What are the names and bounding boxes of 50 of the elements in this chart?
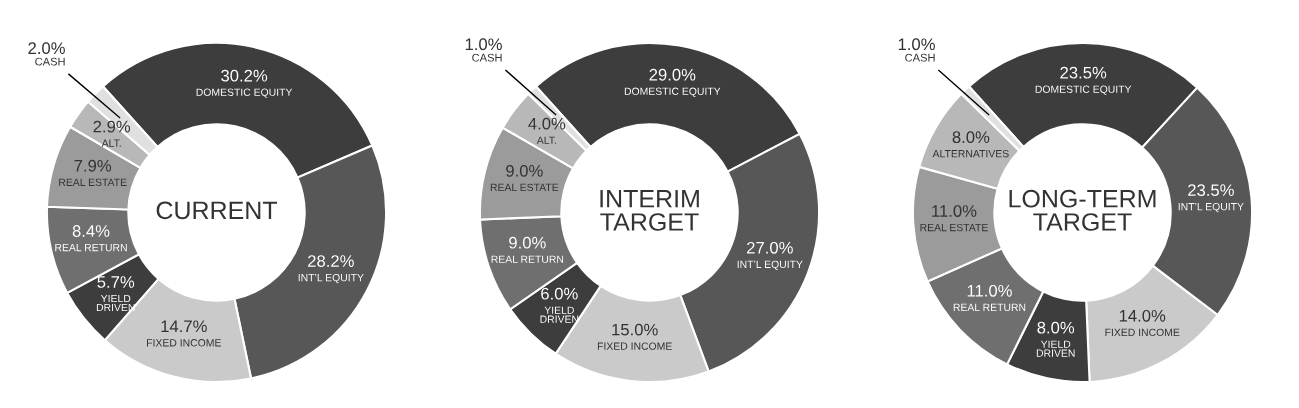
slice-label: REAL RETURN: [953, 303, 1026, 312]
data-label: 23.5%: [1060, 66, 1107, 79]
data-label: 2.0%: [28, 42, 65, 55]
data-label: 7.9%: [74, 159, 112, 172]
data-label: 23.5%: [1188, 184, 1234, 197]
slice-label: REAL RETURN: [491, 255, 564, 263]
slice-label: FIXED INCOME: [147, 339, 221, 347]
slice-label: CASH: [35, 57, 65, 66]
data-label: 14.7%: [161, 320, 207, 333]
slice-label: DOMESTIC EQUITY: [1035, 85, 1132, 95]
data-label: 8.4%: [72, 225, 110, 237]
slice-label: CASH: [472, 53, 502, 62]
text: INTERIM TARGET: [600, 190, 699, 231]
slice-label: INT’L EQUITY: [1178, 202, 1244, 213]
data-label: 2.9%: [93, 120, 131, 133]
data-label: 11.0%: [967, 284, 1012, 297]
slice-label: REAL ESTATE: [59, 178, 127, 186]
slice-label: DOMESTIC EQUITY: [196, 88, 293, 98]
data-label: 11.0%: [932, 205, 977, 217]
text: CURRENT: [156, 201, 278, 220]
data-label: 5.7%: [97, 276, 135, 288]
data-label: 14.0%: [1119, 309, 1166, 322]
slice-label: YIELD DRIVEN: [1036, 340, 1075, 357]
slice-label: CASH: [905, 53, 935, 62]
slice-label: ALT.: [536, 136, 556, 144]
data-label: 9.0%: [509, 236, 546, 249]
slice-label: INT’L EQUITY: [298, 273, 364, 284]
data-label: 30.2%: [221, 69, 268, 82]
slice-label: REAL ESTATE: [490, 183, 559, 192]
data-label: 28.2%: [308, 255, 354, 267]
data-label: 8.0%: [952, 131, 990, 144]
data-label: 6.0%: [541, 287, 578, 300]
data-label: 1.0%: [465, 38, 502, 51]
data-label: 15.0%: [612, 323, 658, 336]
slice-label: INT’L EQUITY: [737, 260, 803, 270]
slice-label: REAL ESTATE: [920, 223, 988, 232]
slice-label: DOMESTIC EQUITY: [624, 87, 721, 97]
slice-label: FIXED INCOME: [597, 342, 672, 350]
slice-label: ALTERNATIVES: [932, 150, 1009, 158]
data-label: 4.0%: [528, 117, 566, 130]
text: LONG-TERM TARGET: [1009, 189, 1156, 231]
data-label: 1.0%: [898, 38, 935, 51]
data-label: 9.0%: [506, 164, 543, 177]
data-label: 29.0%: [649, 68, 696, 81]
slice-label: ALT.: [101, 139, 121, 147]
slice-label: YIELD DRIVEN: [540, 306, 579, 323]
data-label: 8.0%: [1037, 321, 1075, 334]
slice-label: FIXED INCOME: [1105, 328, 1180, 337]
data-label: 27.0%: [747, 241, 793, 254]
slice-label: REAL RETURN: [55, 243, 127, 252]
